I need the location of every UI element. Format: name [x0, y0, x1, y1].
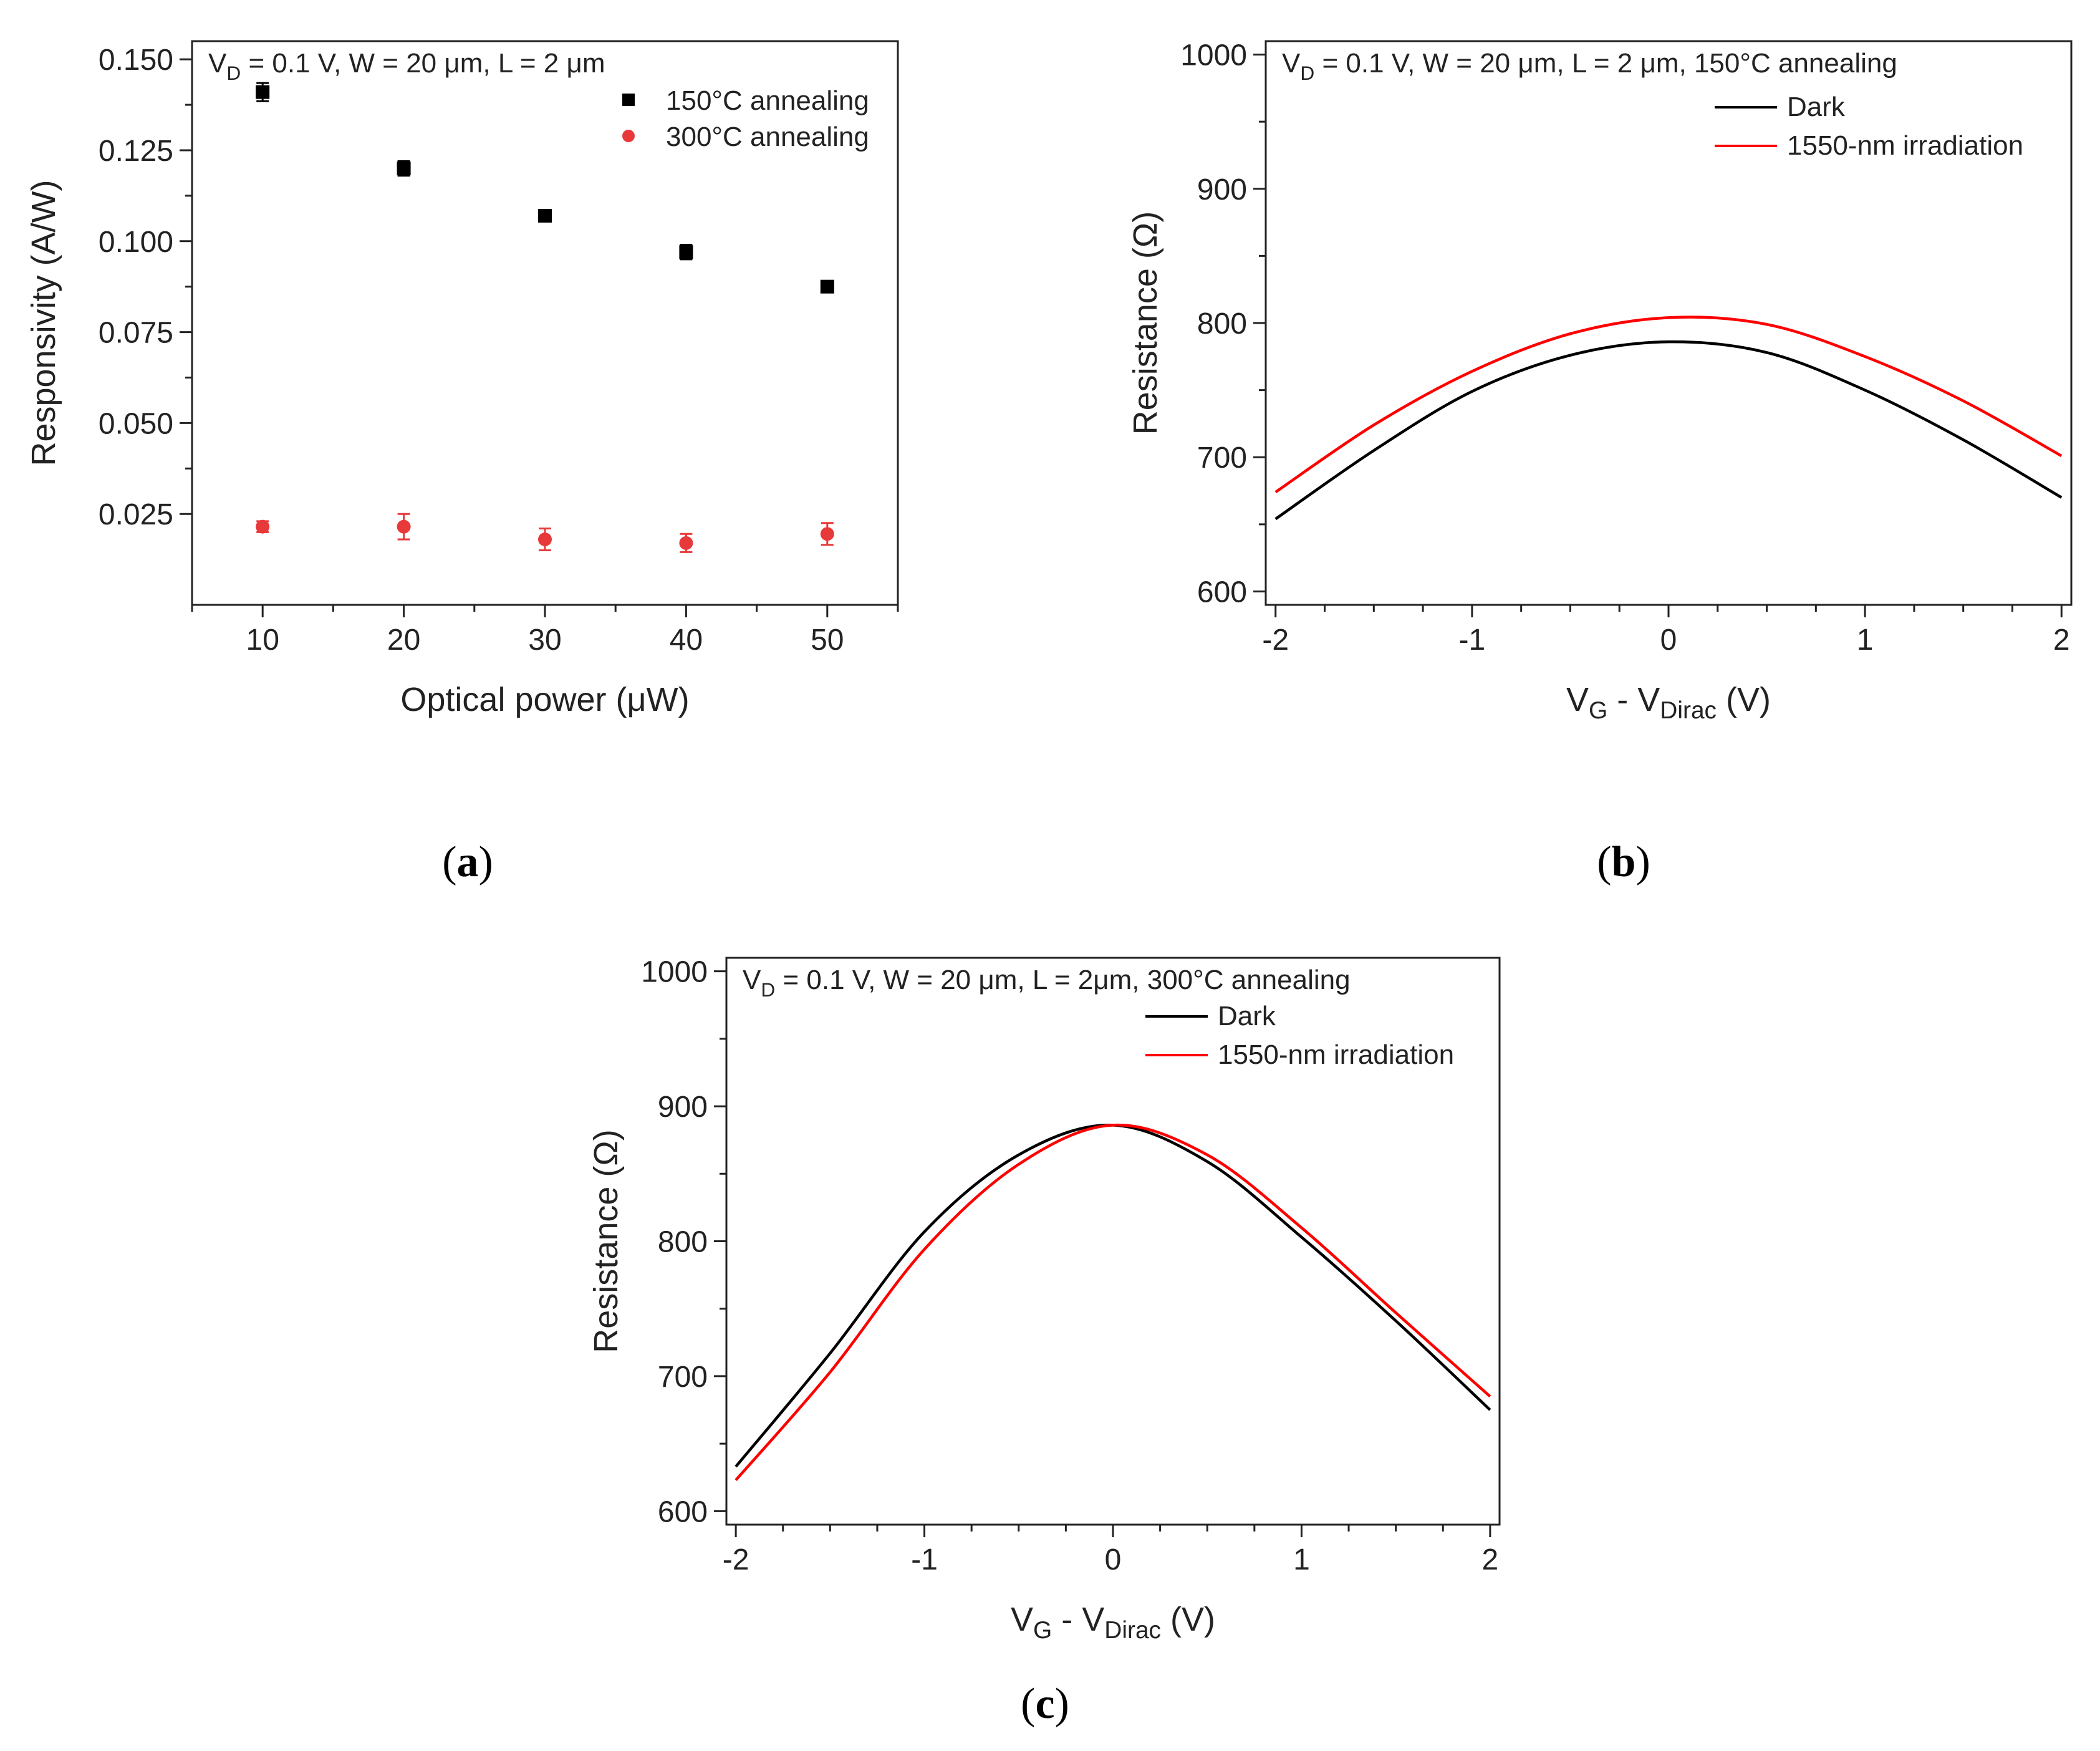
legend-label: 300°C annealing: [666, 122, 869, 152]
legend-label: 1550-nm irradiation: [1218, 1040, 1454, 1070]
data-point-150c: [679, 245, 693, 259]
panel-annotation: VD​ = 0.1 V, W = 20 μm, L = 2μm, 300°C a…: [743, 965, 1351, 1001]
x-tick-label: -2: [1262, 624, 1289, 657]
x-axis-title: VG​ - VDirac​ (V): [1011, 1601, 1215, 1644]
panel-a-chart: 10 20 30 40 50 0.025 0.050 0.075 0.100 0.125 0.150…: [25, 40, 899, 886]
panel-label: (b): [1597, 838, 1650, 886]
x-tick-label: 0: [1660, 624, 1677, 657]
x-tick-label: 1: [1293, 1543, 1310, 1576]
legend-label: 1550-nm irradiation: [1787, 130, 2023, 161]
data-point-150c: [397, 162, 411, 176]
x-tick-label: 2: [1482, 1543, 1499, 1576]
y-axis-title: Resistance (Ω): [1127, 211, 1164, 435]
data-point-300c: [679, 536, 693, 550]
x-tick-label: 50: [811, 624, 844, 657]
y-tick-label: 1000: [641, 956, 708, 989]
x-tick-label: 40: [670, 624, 703, 657]
panel-annotation: VD​ = 0.1 V, W = 20 μm, L = 2 μm, 150°C …: [1282, 48, 1897, 84]
y-tick-label: 700: [1197, 441, 1247, 475]
plot-frame: [1264, 40, 2073, 606]
y-tick-label: 900: [658, 1091, 708, 1124]
x-tick-label: 1: [1857, 624, 1874, 657]
legend-label: Dark: [1787, 92, 1846, 122]
y-tick-label: 700: [658, 1361, 708, 1394]
data-point-300c: [538, 533, 552, 547]
y-tick-label: 0.100: [99, 226, 173, 259]
x-tick-label: -1: [911, 1543, 938, 1576]
legend-label: 150°C annealing: [666, 85, 869, 116]
panel-label: (c): [1021, 1680, 1069, 1728]
legend-label: Dark: [1218, 1001, 1276, 1031]
x-tick-label: -2: [723, 1543, 749, 1576]
y-tick-label: 0.050: [99, 407, 173, 440]
data-point-150c: [820, 279, 834, 294]
panel-c-chart: -2 -1 0 1 2 600 700 800 900 1000 VG​ - VDirac​ (V)…: [587, 956, 1501, 1728]
x-tick-label: 2: [2053, 624, 2070, 657]
x-tick-label: -1: [1459, 624, 1486, 657]
y-tick-label: 0.025: [99, 498, 173, 531]
data-point-300c: [256, 519, 270, 534]
irradiation-curve: [1274, 316, 2063, 494]
panel-b-chart: -2 -1 0 1 2 600 700 800 900 1000 VG​ - VDirac​ (V)…: [1127, 39, 2073, 886]
data-point-300c: [397, 519, 411, 534]
y-tick-label: 0.150: [99, 44, 173, 77]
y-axis-title: Resistance (Ω): [587, 1129, 625, 1353]
x-tick-label: 0: [1105, 1543, 1122, 1576]
y-tick-label: 800: [1197, 307, 1247, 340]
panel-annotation: VD​ = 0.1 V, W = 20 μm, L = 2 μm: [208, 48, 605, 84]
dark-curve: [1274, 340, 2063, 521]
legend-marker-300c: [622, 130, 635, 142]
y-tick-label: 0.075: [99, 317, 173, 350]
x-axis-title: Optical power (μW): [400, 681, 689, 718]
data-point-150c: [538, 208, 552, 223]
data-point-300c: [820, 527, 834, 541]
y-tick-label: 800: [658, 1226, 708, 1259]
y-tick-label: 900: [1197, 173, 1247, 206]
irradiation-curve: [735, 1123, 1491, 1482]
y-axis-title: Responsivity (A/W): [25, 180, 62, 466]
legend-marker-150c: [622, 94, 635, 106]
y-tick-label: 1000: [1180, 39, 1247, 72]
data-point-150c: [256, 85, 270, 99]
y-tick-label: 600: [658, 1495, 708, 1528]
panel-label: (a): [442, 838, 493, 886]
x-tick-label: 30: [528, 624, 561, 657]
y-tick-label: 0.125: [99, 135, 173, 168]
y-tick-label: 600: [1197, 576, 1247, 609]
x-axis-title: VG​ - VDirac​ (V): [1566, 681, 1771, 724]
x-tick-label: 20: [387, 624, 420, 657]
x-tick-label: 10: [246, 624, 279, 657]
